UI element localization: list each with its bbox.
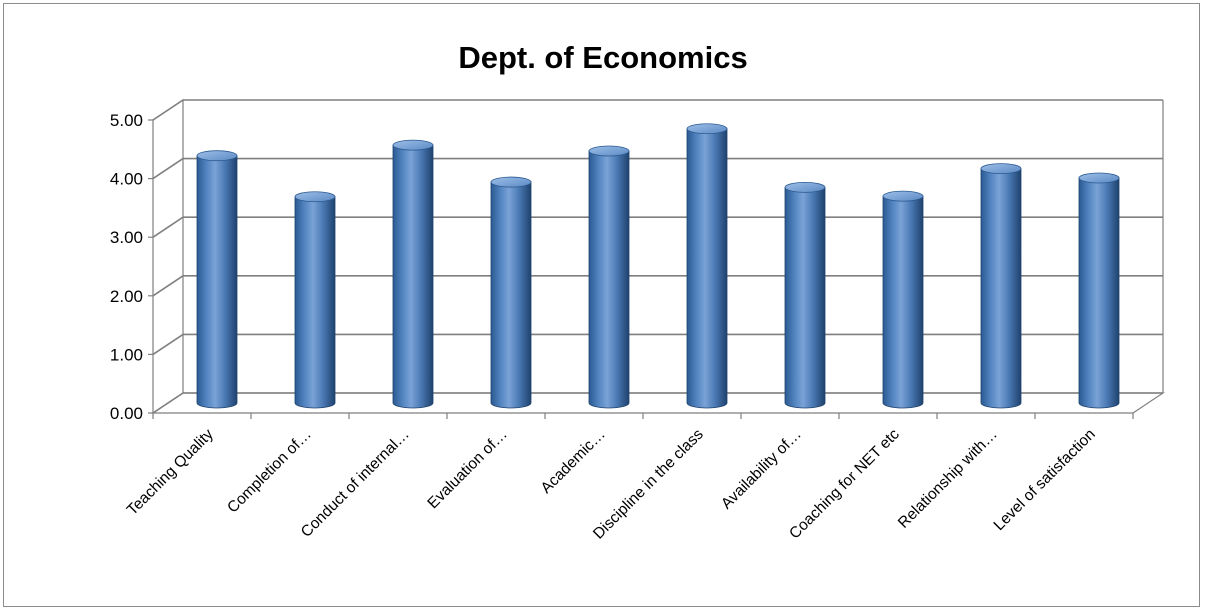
bar-body xyxy=(294,196,336,409)
x-tick-label: Coaching for NET etc xyxy=(786,426,903,543)
bar xyxy=(294,191,336,409)
bar xyxy=(196,150,238,409)
y-tick-label: 1.00 xyxy=(110,345,143,364)
x-tick-label: Academic… xyxy=(538,426,609,497)
bar xyxy=(1078,172,1120,409)
bar xyxy=(980,163,1022,409)
bar-body xyxy=(392,144,434,409)
chart-title: Dept. of Economics xyxy=(458,40,747,75)
bar-body xyxy=(490,181,532,409)
x-tick-label: Discipline in the class xyxy=(590,426,707,543)
bar-body xyxy=(588,150,630,409)
y-tick-label: 4.00 xyxy=(110,170,143,189)
x-tick-label: Relationship with… xyxy=(895,426,1001,532)
x-tick-label: Level of satisfaction xyxy=(991,426,1099,534)
y-tick-label: 2.00 xyxy=(110,287,143,306)
gridline-diagonal xyxy=(152,275,184,297)
x-tick-label: Teaching Quality xyxy=(124,426,217,519)
bar-top xyxy=(294,191,336,203)
bar-body xyxy=(686,128,728,409)
bar xyxy=(784,181,826,409)
bar-body xyxy=(196,155,238,409)
gridline-diagonal xyxy=(152,99,184,121)
bar-top xyxy=(882,190,924,202)
bars xyxy=(196,123,1120,409)
bar-top xyxy=(392,139,434,151)
bar xyxy=(882,190,924,409)
bar-body xyxy=(980,168,1022,409)
gridline-diagonal xyxy=(152,392,184,414)
bar-top xyxy=(1078,172,1120,184)
bar-top xyxy=(196,150,238,162)
bar-top xyxy=(686,123,728,135)
side-wall xyxy=(152,98,184,415)
bar-body xyxy=(1078,177,1120,409)
gridline-diagonal xyxy=(152,157,184,180)
bar xyxy=(588,145,630,409)
x-axis-category-labels: Teaching Quality Completion of…Conduct of… xyxy=(124,426,1099,543)
bar xyxy=(490,176,532,409)
bar-top xyxy=(588,145,630,157)
gridline-diagonal xyxy=(152,216,184,238)
y-tick-label: 3.00 xyxy=(110,228,143,247)
bar-top xyxy=(980,163,1022,175)
bar xyxy=(392,139,434,409)
bar-body xyxy=(882,195,924,409)
bar-body xyxy=(784,186,826,409)
y-tick-label: 0.00 xyxy=(110,404,143,423)
x-tick-label: Evaluation of… xyxy=(424,426,510,512)
x-tick-label: Conduct of internal… xyxy=(298,426,413,541)
gridline-diagonal xyxy=(152,333,184,356)
x-tick-label: Availability of… xyxy=(718,426,805,513)
y-axis-tick-labels: 0.00 1.00 2.00 3.00 4.00 5.00 xyxy=(110,111,143,423)
bar xyxy=(686,123,728,409)
x-tick-label: Completion of… xyxy=(224,426,315,517)
bar-top xyxy=(490,176,532,188)
bar-top xyxy=(784,181,826,193)
y-tick-label: 5.00 xyxy=(110,111,143,130)
